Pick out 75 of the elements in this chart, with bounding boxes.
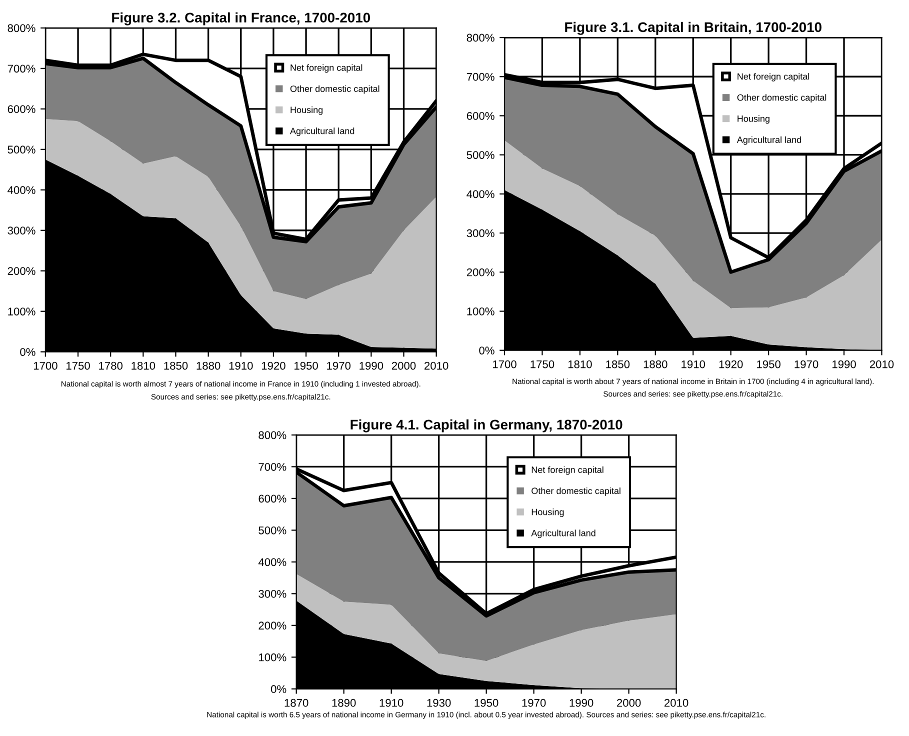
y-tick-label: 500%	[466, 151, 494, 159]
chart-title: Figure 3.1. Capital in Britain, 1700-2010	[565, 22, 822, 35]
x-tick-label: 1920	[719, 360, 743, 368]
y-tick-label: 0%	[20, 348, 36, 356]
chart-title: Figure 3.2. Capital in France, 1700-2010	[112, 12, 370, 26]
y-tick-label: 300%	[258, 590, 286, 598]
y-tick-label: 100%	[467, 308, 494, 316]
y-tick-label: 600%	[258, 494, 286, 503]
legend-label: Housing	[290, 106, 323, 115]
legend-label: Other domestic capital	[290, 85, 380, 94]
y-tick-label: 200%	[258, 622, 286, 630]
y-tick-label: 500%	[258, 526, 286, 534]
x-tick-label: 1810	[568, 360, 592, 368]
y-tick-label: 300%	[466, 229, 494, 238]
legend-label: Net foreign capital	[290, 64, 362, 73]
x-tick-label: 2010	[424, 362, 448, 370]
x-tick-label: 1950	[757, 360, 780, 368]
y-tick-label: 200%	[8, 267, 36, 275]
y-tick-label: 100%	[259, 653, 286, 662]
x-tick-label: 1880	[196, 362, 220, 370]
legend-label: Agricultural land	[531, 530, 596, 538]
y-tick-label: 0%	[270, 685, 286, 694]
y-tick-label: 0%	[479, 346, 494, 354]
x-tick-label: 1920	[262, 362, 286, 370]
y-tick-label: 800%	[258, 431, 286, 440]
x-tick-label: 1850	[164, 362, 188, 370]
legend-label: Net foreign capital	[532, 466, 604, 475]
x-tick-label: 1950	[294, 362, 318, 370]
x-tick-label: 1930	[427, 698, 451, 707]
x-tick-label: 1950	[474, 698, 498, 707]
x-tick-label: 2010	[870, 360, 894, 368]
x-tick-label: 1990	[570, 698, 594, 707]
y-tick-label: 600%	[466, 112, 494, 120]
y-tick-label: 100%	[8, 308, 36, 316]
x-tick-label: 1910	[682, 360, 706, 368]
x-tick-label: 1780	[99, 362, 123, 370]
y-tick-label: 700%	[8, 64, 36, 73]
legend-label: Agricultural land	[736, 136, 802, 145]
y-tick-label: 400%	[8, 186, 36, 194]
legend-label: Agricultural land	[290, 128, 354, 136]
y-tick-label: 200%	[466, 268, 494, 276]
x-tick-label: 1750	[66, 362, 90, 370]
chart-title: Figure 4.1. Capital in Germany, 1870-2010	[350, 419, 622, 432]
x-tick-label: 1700	[492, 360, 516, 368]
x-tick-label: 1870	[284, 698, 308, 707]
y-tick-label: 700%	[466, 72, 494, 81]
legend-label: Other domestic capital	[532, 487, 620, 496]
x-tick-label: 1990	[360, 362, 384, 370]
y-tick-label: 500%	[8, 146, 36, 154]
x-tick-label: 2000	[392, 362, 416, 370]
legend-label: Housing	[532, 508, 564, 517]
x-tick-label: 1750	[530, 360, 554, 368]
x-tick-label: 1700	[34, 362, 58, 370]
legend-label: Other domestic capital	[737, 94, 826, 103]
x-tick-label: 1970	[522, 698, 546, 707]
x-tick-label: 2000	[617, 698, 641, 707]
y-tick-label: 800%	[8, 24, 36, 32]
legend-label: Housing	[738, 115, 770, 124]
x-tick-label: 1990	[832, 360, 856, 368]
x-tick-label: 2010	[664, 698, 688, 707]
y-tick-label: 400%	[258, 558, 286, 566]
x-tick-label: 1970	[794, 360, 818, 368]
x-tick-label: 1810	[132, 362, 156, 370]
y-tick-label: 400%	[466, 190, 494, 198]
legend-label: Net foreign capital	[738, 73, 810, 82]
y-tick-label: 700%	[258, 462, 286, 471]
y-tick-label: 600%	[8, 105, 36, 114]
y-tick-label: 300%	[8, 226, 36, 235]
x-tick-label: 1970	[327, 362, 351, 370]
x-tick-label: 1880	[644, 360, 668, 368]
x-tick-label: 1850	[606, 360, 630, 368]
x-tick-label: 1910	[380, 698, 404, 707]
x-tick-label: 1890	[332, 698, 356, 707]
x-tick-label: 1910	[229, 362, 253, 370]
y-tick-label: 800%	[466, 34, 494, 42]
